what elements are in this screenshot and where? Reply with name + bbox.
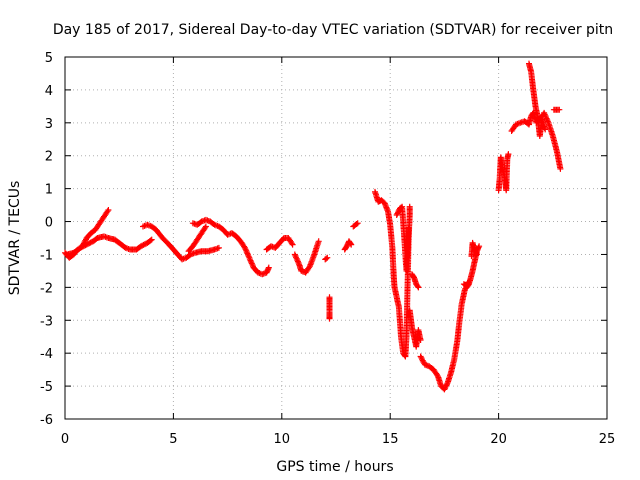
y-tick-label: -6	[40, 413, 53, 428]
x-tick-label: 5	[169, 432, 177, 447]
data-point	[215, 244, 222, 251]
data-point	[265, 264, 272, 271]
x-tick-labels: 0 5 10 15 20 25	[61, 432, 615, 447]
data-point	[417, 337, 424, 343]
data-points	[62, 60, 564, 393]
data-point	[83, 241, 90, 248]
data-point	[323, 255, 330, 262]
data-point	[147, 237, 154, 244]
data-point	[557, 165, 564, 172]
plot-frame	[64, 56, 608, 420]
chart-title: Day 185 of 2017, Sidereal Day-to-day VTE…	[53, 22, 613, 38]
data-point	[556, 106, 563, 113]
data-point	[464, 280, 471, 287]
y-tick-label: 4	[45, 84, 53, 99]
x-tick-label: 20	[490, 432, 507, 447]
data-point	[105, 207, 112, 213]
data-point	[465, 279, 472, 286]
data-point	[315, 238, 322, 245]
data-point	[505, 151, 512, 158]
data-point	[324, 254, 331, 261]
data-point	[353, 221, 360, 227]
data-point	[414, 283, 421, 290]
data-point	[288, 240, 295, 247]
y-tick-labels: -6 -5 -4 -3 -2 -1 0 1 2 3 4 5	[40, 51, 53, 428]
y-tick-label: 1	[45, 183, 53, 198]
data-point	[148, 236, 155, 243]
data-point	[347, 240, 354, 247]
data-point	[348, 241, 355, 248]
data-point	[441, 386, 448, 393]
data-point	[326, 315, 333, 322]
data-point	[405, 225, 412, 232]
y-tick-label: -2	[40, 281, 53, 296]
x-tick-label: 15	[382, 432, 399, 447]
data-point	[202, 224, 209, 231]
y-tick-label: -3	[40, 314, 53, 329]
y-tick-label: -5	[40, 380, 53, 395]
y-tick-label: -1	[40, 248, 53, 263]
y-tick-label: -4	[40, 347, 53, 362]
data-point	[476, 243, 483, 250]
data-point	[354, 220, 361, 227]
y-tick-label: 0	[45, 216, 53, 231]
data-point	[104, 208, 111, 215]
y-axis-title: SDTVAR / TECUs	[7, 181, 23, 296]
y-tick-label: 3	[45, 117, 53, 132]
data-point	[77, 244, 84, 251]
data-point	[473, 251, 480, 258]
data-point	[406, 203, 413, 210]
data-point	[542, 126, 549, 133]
axis-ticks	[64, 56, 608, 420]
data-point	[202, 223, 209, 230]
y-tick-label: 2	[45, 150, 53, 165]
data-point	[444, 381, 450, 388]
x-tick-label: 25	[599, 432, 616, 447]
data-point	[289, 241, 296, 248]
x-axis-title: GPS time / hours	[276, 459, 393, 475]
y-tick-label: 5	[45, 51, 53, 66]
x-tick-label: 0	[61, 432, 69, 447]
data-point	[415, 284, 422, 291]
x-tick-label: 10	[274, 432, 291, 447]
